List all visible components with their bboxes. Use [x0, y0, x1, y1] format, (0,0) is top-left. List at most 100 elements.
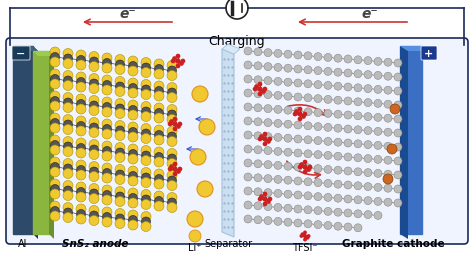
Circle shape	[284, 79, 292, 87]
Circle shape	[141, 146, 151, 156]
Circle shape	[384, 59, 392, 67]
Circle shape	[154, 157, 164, 167]
Circle shape	[115, 131, 125, 141]
Circle shape	[141, 200, 151, 210]
Circle shape	[76, 144, 85, 153]
Circle shape	[173, 128, 177, 131]
Circle shape	[244, 201, 252, 209]
Circle shape	[254, 104, 262, 112]
Circle shape	[304, 67, 312, 74]
Circle shape	[306, 237, 309, 239]
Circle shape	[344, 125, 352, 133]
Circle shape	[90, 80, 99, 89]
Circle shape	[301, 233, 304, 235]
Circle shape	[254, 202, 262, 210]
Circle shape	[64, 164, 73, 173]
Circle shape	[394, 130, 402, 137]
Circle shape	[254, 90, 262, 98]
Circle shape	[173, 118, 177, 121]
Circle shape	[102, 120, 112, 130]
Circle shape	[154, 125, 164, 135]
Circle shape	[50, 114, 60, 123]
Circle shape	[63, 147, 73, 157]
Circle shape	[51, 97, 60, 106]
Circle shape	[374, 100, 382, 108]
Circle shape	[64, 208, 73, 217]
Circle shape	[334, 111, 342, 119]
Circle shape	[284, 190, 292, 198]
Bar	[13, 47, 33, 234]
Circle shape	[76, 83, 86, 93]
Circle shape	[295, 110, 298, 114]
Circle shape	[334, 222, 342, 230]
Circle shape	[128, 106, 137, 115]
Circle shape	[155, 131, 164, 140]
Circle shape	[102, 217, 112, 227]
Circle shape	[128, 216, 137, 225]
Circle shape	[142, 195, 151, 204]
Circle shape	[154, 70, 164, 80]
Circle shape	[76, 122, 85, 131]
Circle shape	[264, 203, 272, 211]
Circle shape	[63, 203, 73, 213]
Circle shape	[50, 48, 60, 58]
Text: Li⁺: Li⁺	[188, 242, 202, 252]
Circle shape	[264, 133, 267, 136]
Circle shape	[63, 115, 73, 125]
Circle shape	[294, 135, 302, 144]
Circle shape	[128, 128, 137, 137]
Circle shape	[374, 142, 382, 150]
Circle shape	[304, 239, 306, 241]
Circle shape	[51, 163, 60, 172]
Circle shape	[344, 195, 352, 203]
Circle shape	[384, 170, 392, 179]
Circle shape	[294, 52, 302, 60]
Circle shape	[115, 109, 125, 119]
Circle shape	[344, 84, 352, 92]
Circle shape	[167, 105, 177, 115]
Circle shape	[324, 166, 332, 174]
Circle shape	[50, 179, 60, 189]
Circle shape	[115, 121, 125, 131]
Circle shape	[50, 135, 60, 146]
Circle shape	[76, 95, 86, 105]
Circle shape	[334, 194, 342, 202]
Circle shape	[90, 102, 99, 110]
Circle shape	[300, 235, 302, 237]
Circle shape	[102, 169, 111, 178]
Circle shape	[154, 147, 164, 157]
Circle shape	[76, 51, 86, 61]
Circle shape	[314, 221, 322, 229]
Circle shape	[314, 67, 322, 75]
Circle shape	[364, 71, 372, 79]
Circle shape	[176, 65, 180, 68]
Circle shape	[334, 125, 342, 133]
Circle shape	[168, 123, 172, 126]
Circle shape	[90, 123, 99, 133]
Circle shape	[294, 163, 302, 171]
Circle shape	[167, 89, 176, 98]
Circle shape	[128, 150, 137, 159]
Circle shape	[50, 157, 60, 167]
Circle shape	[128, 194, 137, 203]
Circle shape	[102, 76, 112, 86]
Circle shape	[142, 130, 151, 138]
Circle shape	[262, 90, 265, 94]
Circle shape	[324, 194, 332, 202]
Circle shape	[115, 187, 125, 197]
Circle shape	[154, 92, 164, 102]
Circle shape	[384, 87, 392, 95]
Polygon shape	[33, 52, 54, 57]
FancyBboxPatch shape	[12, 47, 30, 61]
Circle shape	[170, 165, 173, 168]
Circle shape	[76, 61, 86, 71]
Circle shape	[324, 68, 332, 76]
Circle shape	[304, 220, 312, 228]
Circle shape	[102, 151, 112, 161]
Circle shape	[274, 148, 282, 156]
Circle shape	[90, 189, 99, 198]
Circle shape	[102, 207, 112, 217]
Polygon shape	[33, 47, 38, 239]
Circle shape	[354, 224, 362, 232]
Circle shape	[254, 118, 262, 126]
